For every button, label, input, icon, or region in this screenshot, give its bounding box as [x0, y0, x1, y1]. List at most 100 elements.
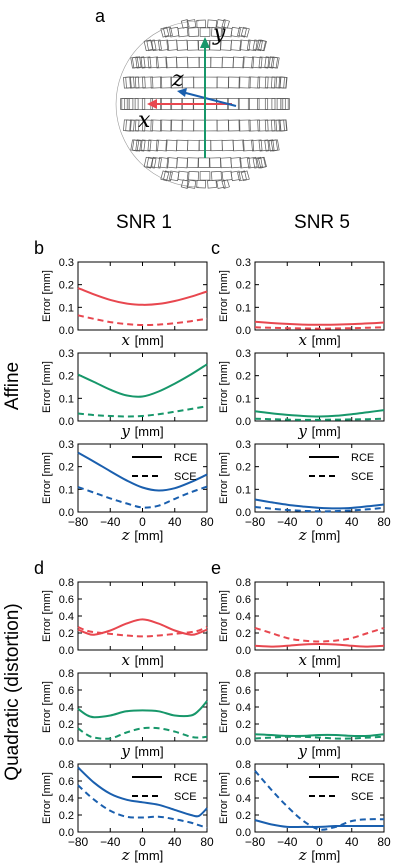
y-tick-label: 0.0 — [236, 645, 251, 657]
x-tick-label: 80 — [200, 515, 214, 529]
plot-frame — [254, 261, 385, 331]
x-axis-label: y [mm] — [297, 422, 340, 440]
y-axis-label: Error [mm] — [218, 590, 230, 642]
sensor-square — [227, 119, 241, 132]
y-axis-label: Error [mm] — [218, 361, 230, 413]
sensor-square — [227, 76, 241, 89]
z-arrowhead — [177, 88, 187, 97]
sensor-square — [205, 76, 218, 89]
y-axis-label: Error [mm] — [218, 772, 230, 824]
y-tick-label: 0.2 — [236, 719, 251, 731]
sensor-square — [237, 98, 250, 110]
sensor-square — [230, 39, 242, 51]
y-tick-label: 0.2 — [59, 280, 74, 292]
legend-entry: RCE — [351, 772, 374, 784]
sphere-outline — [115, 20, 200, 188]
y-tick-label: 0.1 — [59, 484, 74, 496]
sensor-square — [257, 98, 269, 110]
sensor-square — [207, 179, 217, 189]
sensor-square — [242, 56, 255, 69]
y-axis-label: Error [mm] — [41, 270, 53, 322]
legend-entry: SCE — [174, 791, 197, 803]
row-title-affine: Affine — [2, 362, 23, 410]
sensor-square — [129, 119, 140, 132]
sensor-square — [211, 27, 222, 38]
sensor-square — [158, 39, 170, 52]
y-tick-label: 0.3 — [236, 257, 251, 269]
panel-c-label: c — [211, 238, 220, 258]
y-axis-label: Error [mm] — [41, 361, 53, 413]
series-line-rce — [77, 363, 208, 398]
x-axis-label: y [mm] — [120, 742, 163, 760]
sensor-square — [209, 157, 221, 169]
y-axis-label: Error [mm] — [41, 772, 53, 824]
y-tick-label: 0.0 — [59, 325, 74, 337]
y-axis-label: Error [mm] — [41, 452, 53, 504]
sensor-square — [199, 171, 211, 181]
chart-panel-quadratic-y-1: 0.0 0.2 0.4 0.6 0.8 Error [mm] y [mm] — [41, 668, 208, 760]
x-tick-label: 0 — [139, 515, 146, 529]
sensor-square — [143, 156, 154, 169]
sensor-square — [264, 98, 276, 110]
series-line-rce — [254, 498, 385, 510]
series-line-rce — [254, 733, 385, 738]
sensor-square — [264, 119, 276, 132]
sensor-square — [246, 156, 258, 169]
x-axis-label: z [mm] — [121, 526, 164, 544]
z-axis-arrow — [181, 91, 237, 107]
sensor-square — [131, 56, 142, 69]
sensor-square — [129, 76, 140, 89]
sensor-square — [248, 119, 261, 132]
series-line-sce — [77, 405, 208, 418]
series-line-rce — [254, 642, 385, 648]
y-tick-label: 0.2 — [59, 628, 74, 640]
y-tick-label: 0.1 — [59, 302, 74, 314]
sensor-square — [282, 98, 290, 110]
plot-frame — [254, 581, 385, 651]
sensor-square — [134, 119, 146, 132]
y-axis-symbol: y — [212, 21, 226, 46]
sphere-illustration: a x y z — [95, 6, 290, 189]
y-tick-label: 0.8 — [236, 759, 251, 771]
sensor-square — [270, 139, 280, 152]
panel-e-label: e — [211, 558, 221, 578]
series-line-sce — [77, 784, 208, 829]
y-tick-label: 0.2 — [59, 371, 74, 383]
sensor-square — [210, 56, 223, 69]
sensor-square — [176, 39, 188, 51]
sensor-square — [239, 39, 251, 52]
y-tick-label: 0.3 — [59, 439, 74, 451]
sensor-square — [170, 119, 183, 132]
sensor-square — [142, 119, 154, 132]
series-line-sce — [77, 726, 208, 740]
sensor-square — [193, 119, 206, 132]
sensor-square — [242, 139, 255, 152]
sensor-square — [147, 139, 159, 152]
y-tick-label: 0.0 — [59, 416, 74, 428]
sensor-square — [160, 26, 170, 38]
sensor-square — [135, 139, 146, 152]
sensor-square — [188, 170, 199, 181]
x-tick-label: 80 — [377, 515, 391, 529]
x-tick-label: −80 — [68, 515, 89, 529]
sensor-square — [188, 27, 199, 38]
chart-panel-c: c 0.0 0.1 0.2 0.3 Error [mm] x [mm] — [211, 238, 385, 349]
y-tick-label: 0.6 — [59, 776, 74, 788]
chart-panel-affine-z-1: 0.0 0.1 0.2 0.3 −80 −40 0 40 80 Error [mm] z [mm] R… — [41, 439, 214, 544]
sensor-square — [240, 26, 250, 38]
sensor-square — [186, 179, 197, 189]
series-line-sce — [254, 626, 385, 643]
x-tick-label: 80 — [377, 835, 391, 849]
sphere-sensor-grid — [115, 19, 290, 189]
x-tick-label: 40 — [168, 515, 182, 529]
sensor-square — [150, 76, 163, 89]
z-axis-symbol: z — [171, 67, 184, 92]
y-arrowhead — [200, 37, 210, 48]
legend-entry: RCE — [351, 452, 374, 464]
series-line-rce — [77, 618, 208, 636]
panel-a-label: a — [95, 6, 106, 26]
plot-frame — [77, 581, 208, 651]
x-tick-label: −40 — [100, 835, 121, 849]
y-tick-label: 0.2 — [236, 462, 251, 474]
